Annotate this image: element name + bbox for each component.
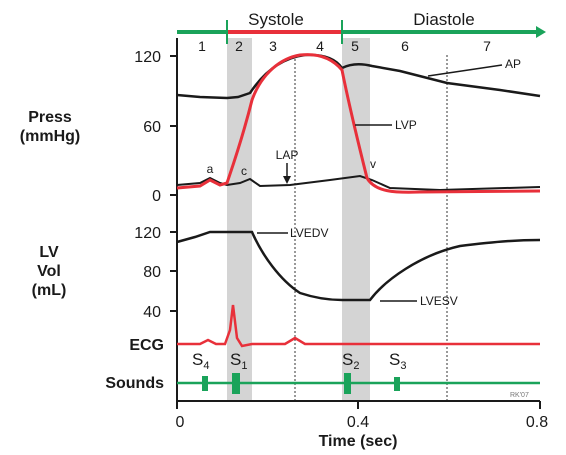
volume-label-line1: LV <box>39 244 59 261</box>
volume-tick-120: 120 <box>134 225 161 242</box>
annotation-lap: LAP <box>276 148 299 162</box>
s3-sound-mark <box>394 377 400 391</box>
phase-number-3: 3 <box>269 38 277 54</box>
pressure-tick-60: 60 <box>143 119 161 136</box>
lv-pressure-trace <box>176 53 541 194</box>
x-tick-label-08: 0.8 <box>526 414 548 431</box>
ecg-trace <box>177 304 540 348</box>
pressure-tick-0: 0 <box>152 188 161 205</box>
lv-volume-trace <box>176 230 541 302</box>
annotation-lvedv: LVEDV <box>290 226 328 240</box>
annotation-v-wave: v <box>370 157 376 171</box>
annotation-lvp: LVP <box>395 118 417 132</box>
phase-number-6: 6 <box>401 38 409 54</box>
credit-text: RK'07 <box>510 392 529 399</box>
annotation-a-wave: a <box>207 162 214 176</box>
x-axis-title: Time (sec) <box>319 433 398 450</box>
systole-label: Systole <box>248 10 304 29</box>
phase-number-2: 2 <box>235 38 243 54</box>
annotation-ap: AP <box>505 57 521 71</box>
left-atrial-pressure-trace <box>176 174 541 192</box>
diastole-arrow-head <box>536 26 546 38</box>
s4-sound-mark <box>202 376 208 391</box>
phase-number-5: 5 <box>351 38 359 54</box>
s3-label: S3 <box>389 350 406 372</box>
x-tick-label-04: 0.4 <box>347 414 369 431</box>
volume-tick-40: 40 <box>143 304 161 321</box>
annotation-lvesv: LVESV <box>420 294 458 308</box>
s1-sound-mark <box>232 373 240 394</box>
annotation-c-wave: c <box>241 164 247 178</box>
volume-label-line2: Vol <box>37 263 61 280</box>
volume-tick-80: 80 <box>143 264 161 281</box>
pressure-label-line1: Press <box>28 109 72 126</box>
pressure-label-line2: (mmHg) <box>20 128 80 145</box>
pressure-tick-120: 120 <box>134 49 161 66</box>
s2-label: S2 <box>342 350 359 372</box>
lap-arrow-head <box>283 176 291 184</box>
volume-label-line3: (mL) <box>32 282 67 299</box>
s1-label: S1 <box>230 350 247 372</box>
diastole-label: Diastole <box>413 10 474 29</box>
phase-number-4: 4 <box>316 38 324 54</box>
phase-number-7: 7 <box>483 38 491 54</box>
s4-label: S4 <box>192 350 209 372</box>
ecg-label: ECG <box>129 337 164 354</box>
ap-arrow-line <box>427 64 503 77</box>
x-tick-label-0: 0 <box>176 414 185 431</box>
phase-number-1: 1 <box>198 38 206 54</box>
s2-sound-mark <box>344 373 351 394</box>
sounds-label: Sounds <box>105 375 164 392</box>
